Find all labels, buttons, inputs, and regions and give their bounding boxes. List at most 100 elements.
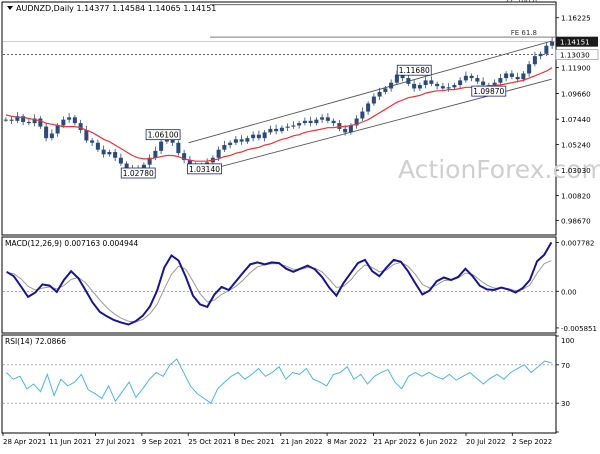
candle-body [84,130,89,141]
candle-body [228,142,233,146]
x-tick-label: 8 Mar 2022 [327,438,367,446]
candle-body [400,74,405,79]
candle-body [417,85,422,89]
candle-body [176,142,181,154]
candle-body [239,139,244,142]
watermark: ActionForex.com [398,155,600,184]
candle-body [320,117,325,120]
annotation-box [187,163,222,175]
candle-body [423,80,428,86]
y-tick-label: 1.09660 [561,90,591,99]
candle-body [389,82,394,89]
candle-body [383,88,388,92]
candle-body [360,111,365,119]
x-tick-label: 21 Jan 2022 [281,438,323,446]
level-price-box [555,49,599,60]
candle-body [348,125,353,133]
annotation-label: 1.11680 [399,66,430,75]
candle-body [486,85,491,87]
candle-body [15,116,20,121]
main-y-axis: 1.16225 1.14151 1.13030 1.11900 1.09660 1.074… [555,14,599,225]
candle-body [21,116,26,122]
candle-body [371,96,376,104]
x-tick-label: 21 Apr 2022 [373,438,416,446]
rsi-line [6,358,552,404]
candle-body [469,75,474,79]
candle-body [274,128,279,132]
candle-body [44,126,49,139]
y-tick-label: 1.13030 [560,51,590,60]
macd-pane-border [1,236,557,334]
candle-body [509,73,514,77]
candle-body [113,151,118,158]
candle-body [72,117,77,124]
fibonacci-levels: FE 100.0 FE 61.8 [3,0,555,55]
current-price-box [556,36,598,47]
main-pane-title: AUDNZD,Daily 1.14377 1.14584 1.14065 1.1… [16,4,216,13]
x-tick-label: 20 Jul 2022 [466,438,506,446]
candle-body [343,128,348,133]
candle-body [446,87,451,89]
candle-body [95,142,100,150]
candle-body [141,164,146,170]
candle-body [440,86,445,89]
candle-body [498,78,503,83]
candle-body [515,76,520,80]
candle-body [9,119,14,121]
candle-body [406,78,411,84]
candle-body [291,125,296,127]
candle-body [504,73,509,79]
candle-body [159,141,164,151]
candle-body [222,145,227,150]
candle-body [429,80,434,84]
annotation-box [145,129,181,141]
annotation-label: 1.09870 [473,87,504,96]
candle-body [435,83,440,87]
x-tick-label: 8 Dec 2021 [235,438,275,446]
candle-body [256,134,261,139]
candle-body [245,138,250,142]
macd-y-axis: 0.007782 0.00 -0.005851 [556,239,597,333]
candle-body [463,75,468,81]
candle-body [118,157,123,164]
candle-body [538,53,543,57]
candle-body [354,118,359,126]
x-tick-label: 9 Sep 2021 [142,438,182,446]
candle-body [182,153,187,161]
candle-body [314,119,319,124]
y-tick-label: 0.007782 [561,239,594,247]
y-tick-label: 70 [561,362,570,370]
rsi-y-axis: 100 70 30 [556,335,574,433]
candle-body [550,41,555,46]
y-tick-label: 1.07440 [561,115,591,124]
candle-body [377,91,382,97]
candle-body [394,74,399,83]
rsi-gridlines [3,364,555,404]
candle-body [90,140,95,143]
candle-body [452,85,457,88]
candle-body [331,120,336,124]
macd-pane: 0.007782 0.00 -0.005851 MACD(12,26,9) 0.00… [1,236,597,334]
x-tick-label: 27 Jul 2021 [96,438,136,446]
candle-body [458,80,463,86]
candle-body [475,78,480,82]
candle-body [3,119,8,121]
date-x-axis: 28 Apr 2021 11 Jun 2021 27 Jul 2021 9 Sep 2… [2,433,552,446]
candle-body [216,149,221,158]
candle-body [67,117,72,120]
candle-body [153,150,158,158]
annotation-label: 1.06100 [148,131,179,140]
dropdown-triangle-icon[interactable] [7,6,13,10]
y-tick-label: 1.14151 [560,38,590,47]
y-tick-label: 100 [561,337,574,345]
macd-pane-title: MACD(12,26,9) 0.007163 0.004944 [5,239,139,248]
y-tick-label: -0.005851 [561,325,597,333]
candle-body [55,125,60,134]
candle-body [285,126,290,128]
y-tick-label: 30 [561,400,570,408]
y-tick-label: 1.05240 [561,141,591,150]
candle-body [302,120,307,124]
rsi-pane-border [1,334,557,434]
x-tick-label: 28 Apr 2021 [3,438,46,446]
